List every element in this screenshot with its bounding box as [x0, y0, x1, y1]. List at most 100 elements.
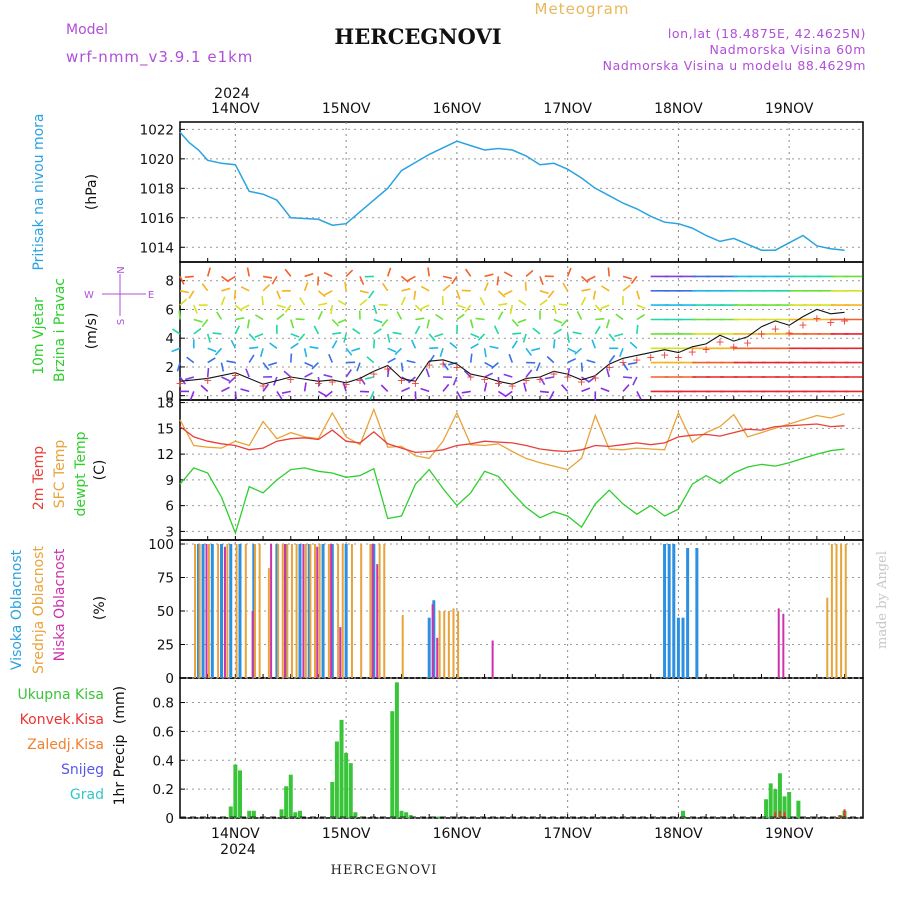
wind-barb [601, 285, 610, 292]
wind-gust-marker: + [411, 377, 420, 390]
wind-gust-marker: + [743, 337, 752, 350]
wind-barb [317, 276, 320, 286]
wind-barb [184, 275, 194, 278]
wind-barb [303, 382, 307, 392]
wind-barb [226, 360, 236, 364]
wind-barb [595, 317, 605, 321]
precip-panel [179, 677, 864, 819]
y-tick-label: 15 [157, 421, 174, 437]
wind-barb [434, 333, 444, 338]
wind-barb [580, 362, 584, 372]
wind-barb [522, 333, 527, 343]
top-date-label: 19NOV [765, 101, 814, 117]
y-tick-label: 3 [165, 524, 174, 540]
wind-gust-marker: + [258, 379, 267, 392]
wind-gust-marker: + [577, 375, 586, 388]
temp-2m-line [179, 423, 845, 454]
wind-barb [425, 368, 430, 378]
chart-grid [179, 122, 863, 819]
wind-barb [400, 296, 406, 306]
wind-barb [373, 339, 376, 349]
wind-barb [344, 281, 347, 291]
pressure-line [179, 131, 845, 251]
wind-gust-marker: + [355, 374, 364, 387]
wind-barb [328, 353, 334, 363]
wind-barb [627, 361, 638, 366]
credit-watermark: made by Angel [875, 551, 890, 649]
wind-gust-marker: + [646, 351, 655, 364]
precip-total-bar [390, 711, 395, 818]
wind-barb [553, 328, 562, 335]
wind-barb [221, 386, 230, 393]
wind-barb [189, 391, 195, 401]
wind-barb [401, 386, 411, 393]
wind-barb [193, 327, 202, 335]
precip-total-bar [279, 809, 284, 818]
precip-convective-bar [843, 809, 846, 818]
wind-barb [178, 310, 181, 320]
wind-barb [566, 368, 571, 378]
y-tick-labels: 1022102010181016101486420181512963100755… [140, 122, 174, 827]
wind-barb [558, 303, 568, 306]
wind-barb [414, 304, 423, 313]
bottom-date-label: 19NOV [765, 826, 814, 842]
wind-barb [206, 333, 211, 343]
wind-barb [469, 319, 474, 329]
compass-north: N [116, 266, 127, 273]
bottom-date-label: 14NOV [211, 826, 260, 842]
wind-barb [386, 333, 391, 343]
wind-barb [491, 361, 499, 370]
wind-barb [214, 347, 223, 356]
wind-barb [622, 284, 631, 292]
wind-barb [248, 354, 255, 364]
wind-barb [351, 347, 361, 352]
wind-barb [317, 310, 323, 320]
wind-barb [420, 285, 430, 292]
wind-barb [581, 288, 591, 292]
wind-gust-marker: + [715, 335, 724, 348]
legend-freezing-rain: Zaledj.Kisa [27, 737, 104, 753]
precip-total-bar [787, 792, 792, 818]
wind-gust-marker: + [369, 368, 378, 381]
wind-barb [343, 333, 347, 343]
wind-barb [594, 304, 602, 313]
wind-gust-marker: + [674, 351, 683, 364]
wind-barb [489, 345, 499, 350]
precip-total-bar [782, 796, 787, 818]
wind-barb [407, 376, 416, 384]
wind-barb [414, 325, 421, 335]
wind-barb [442, 284, 451, 292]
wind-barb [337, 299, 347, 306]
cloud-mid-axis-title: Srednja Oblacnost [31, 546, 47, 674]
wind-barb [420, 387, 430, 393]
wind-barb [523, 382, 527, 392]
wind-barb [206, 367, 210, 378]
cloud-high-axis-title: Visoka Oblacnost [9, 549, 25, 670]
wind-gust-marker: + [328, 375, 337, 388]
wind-barb [227, 275, 236, 282]
wind-barb [619, 348, 624, 357]
wind-barb [428, 333, 436, 342]
wind-barb [546, 355, 555, 364]
wind-barb [587, 376, 596, 384]
wind-barb [461, 390, 471, 394]
wind-barb [176, 362, 181, 372]
wind-barb [470, 333, 480, 339]
wind-barb [387, 357, 396, 364]
wind-barb [323, 374, 333, 378]
wind-barb [544, 376, 554, 380]
wind-barb [318, 390, 327, 397]
top-date-label: 17NOV [543, 101, 592, 117]
wind-gust-marker: + [549, 368, 558, 381]
wind-barb [313, 325, 320, 335]
y-tick-label: 0 [165, 389, 174, 405]
wind-barb [531, 347, 541, 352]
wind-barb [566, 333, 570, 343]
y-tick-label: 0.8 [153, 696, 174, 712]
wind-barb [553, 304, 557, 315]
wind-barb [463, 370, 472, 378]
wind-barb [380, 384, 389, 392]
wind-barb [420, 304, 430, 310]
wind-barb [317, 290, 326, 298]
wind-barb [381, 282, 389, 292]
